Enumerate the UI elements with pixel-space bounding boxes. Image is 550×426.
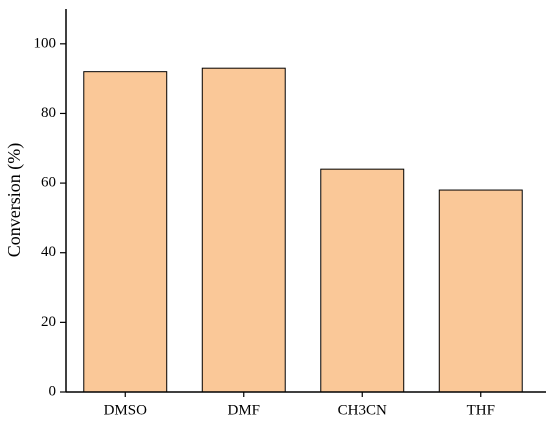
y-axis-title: Conversion (%) <box>4 143 25 257</box>
x-tick-label: DMSO <box>104 402 148 418</box>
y-tick-label: 20 <box>41 314 56 330</box>
y-tick-label: 40 <box>41 244 56 260</box>
y-tick-label: 80 <box>41 105 56 121</box>
y-tick-label: 60 <box>41 175 56 191</box>
bar <box>438 189 523 393</box>
x-tick-label: CH3CN <box>338 402 387 418</box>
x-tick-label: THF <box>467 402 495 418</box>
bar <box>201 67 286 393</box>
y-tick-label: 100 <box>34 35 57 51</box>
bar <box>320 168 405 393</box>
x-tick-label: DMF <box>227 402 260 418</box>
y-tick-label: 0 <box>49 383 57 399</box>
bar <box>83 71 168 393</box>
